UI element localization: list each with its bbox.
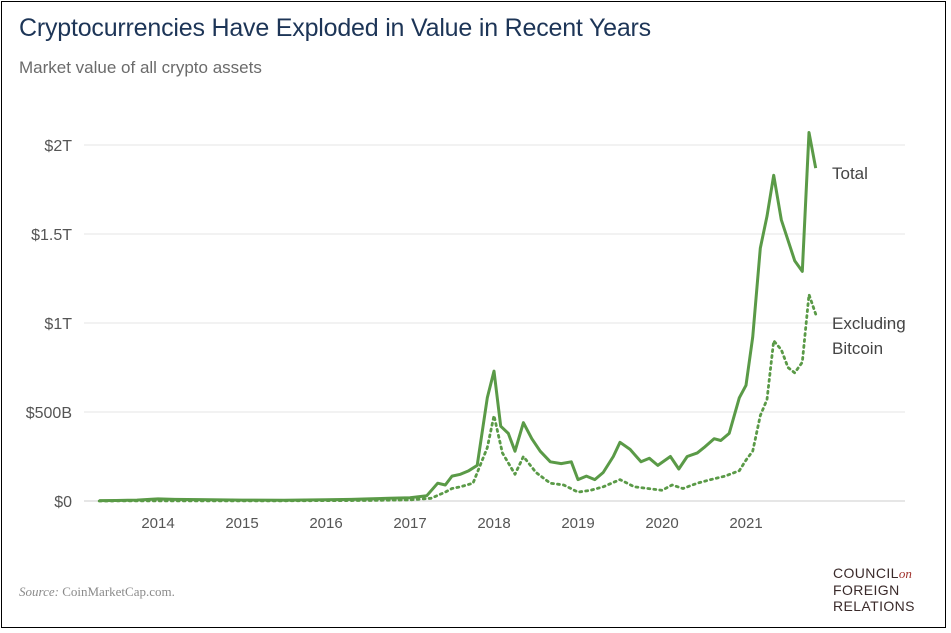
chart-title: Cryptocurrencies Have Exploded in Value …: [19, 14, 651, 42]
series-lines: [97, 131, 818, 503]
x-tick-label: 2019: [561, 515, 594, 532]
series-label: Total: [832, 164, 868, 183]
y-tick-label: $1T: [44, 316, 72, 333]
series-label: Excluding: [832, 314, 906, 333]
series-line-total: [99, 131, 818, 503]
x-tick-label: 2015: [225, 515, 258, 532]
gridlines: [84, 144, 905, 502]
logo-relations: RELATIONS: [833, 598, 915, 614]
x-tick-label: 2021: [729, 515, 762, 532]
x-tick-label: 2017: [393, 515, 426, 532]
series-label: Bitcoin: [832, 339, 883, 358]
source-note: Source: CoinMarketCap.com.: [19, 584, 175, 600]
x-axis-ticks: 2014 2015 2016 2017 2018 2019 2020 2021: [141, 515, 762, 532]
cfr-logo: COUNCILon FOREIGN RELATIONS: [833, 565, 915, 614]
series-line-excluding-bitcoin: [97, 293, 818, 503]
series-labels: Total Excluding Bitcoin: [832, 164, 906, 358]
chart-subtitle: Market value of all crypto assets: [19, 58, 262, 77]
y-tick-label: $1.5T: [31, 227, 72, 244]
y-tick-label: $0: [54, 494, 72, 511]
y-tick-label: $2T: [44, 138, 72, 155]
logo-on: on: [898, 566, 912, 581]
logo-council: COUNCIL: [833, 565, 899, 581]
y-axis-ticks: $0 $500B $1T $1.5T $2T: [26, 138, 72, 511]
x-tick-label: 2018: [477, 515, 510, 532]
x-tick-label: 2016: [309, 515, 342, 532]
source-text: CoinMarketCap.com.: [62, 584, 175, 599]
x-tick-label: 2020: [645, 515, 678, 532]
logo-foreign: FOREIGN: [833, 582, 900, 598]
x-tick-label: 2014: [141, 515, 174, 532]
y-tick-label: $500B: [26, 405, 72, 422]
source-label: Source:: [19, 584, 59, 599]
